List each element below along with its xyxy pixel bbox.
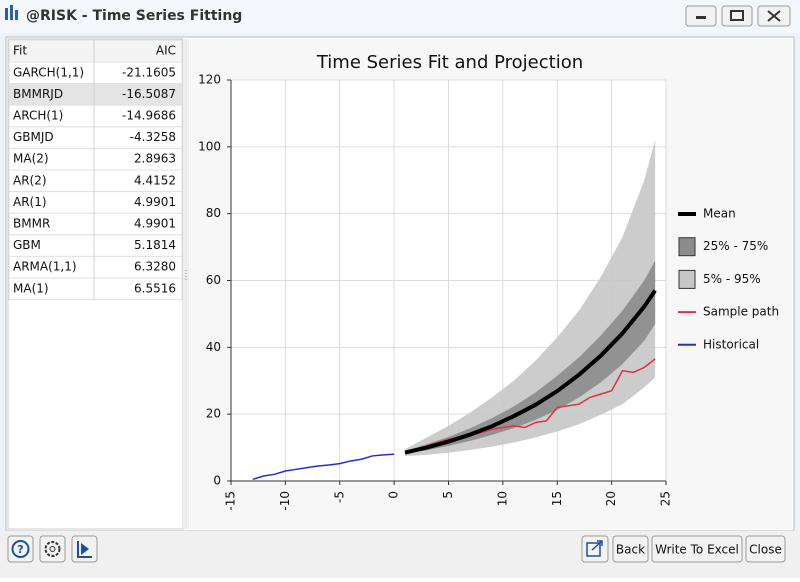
y-tick-label: 80 — [206, 206, 221, 220]
y-tick-label: 40 — [206, 340, 221, 354]
x-tick-label: 5 — [441, 491, 455, 499]
column-header: AIC — [156, 44, 176, 58]
legend-label: Historical — [703, 337, 759, 351]
fit-name: AR(2) — [13, 173, 47, 187]
legend-label: Sample path — [703, 305, 779, 319]
settings-button[interactable] — [39, 535, 66, 563]
aic-value: 4.9901 — [134, 195, 176, 209]
band-area — [405, 260, 656, 454]
aic-value: -16.5087 — [122, 87, 176, 101]
aic-value: -4.3258 — [130, 130, 176, 144]
toolbar-button[interactable]: Close — [745, 535, 786, 563]
close-window-button[interactable] — [757, 5, 791, 27]
app-icon — [5, 5, 18, 20]
button-label: Back — [616, 543, 645, 557]
button-frame — [651, 535, 743, 563]
fit-name: GARCH(1,1) — [13, 65, 84, 79]
y-tick-label: 60 — [206, 273, 221, 287]
fit-name: MA(1) — [13, 281, 49, 295]
aic-value: 6.3280 — [134, 260, 176, 274]
fit-name: MA(2) — [13, 152, 49, 166]
x-tick-label: -5 — [332, 491, 346, 503]
fit-name: BMMRJD — [13, 87, 63, 101]
x-tick-label: -10 — [278, 491, 292, 511]
legend-swatch — [678, 237, 696, 257]
series-line — [404, 358, 656, 454]
aic-value: 4.4152 — [134, 173, 176, 187]
export-button[interactable] — [581, 535, 609, 563]
fit-name: GBM — [13, 238, 41, 252]
y-tick-label: 20 — [206, 407, 221, 421]
toolbar-button[interactable]: Write To Excel — [651, 535, 743, 563]
chart-options-button[interactable] — [71, 535, 98, 563]
y-tick-label: 100 — [198, 139, 221, 153]
fit-name: ARMA(1,1) — [13, 260, 77, 274]
x-tick-label: 15 — [550, 491, 564, 506]
fit-name: GBMJD — [13, 130, 54, 144]
toolbar-button[interactable]: Back — [612, 535, 649, 563]
fit-name: AR(1) — [13, 195, 47, 209]
y-tick-label: 0 — [213, 474, 221, 488]
legend-label: 5% - 95% — [703, 272, 761, 286]
legend-swatch — [678, 269, 696, 289]
window-title: @RISK - Time Series Fitting — [26, 8, 242, 24]
column-header: Fit — [13, 44, 27, 58]
legend-label: Mean — [703, 207, 736, 221]
button-label: Write To Excel — [655, 543, 739, 557]
aic-value: -21.1605 — [122, 65, 176, 79]
series-line — [252, 453, 395, 481]
minimize-button[interactable] — [685, 5, 717, 27]
splitter[interactable] — [183, 39, 189, 529]
button-frame — [745, 535, 786, 563]
x-tick-label: 25 — [659, 491, 673, 506]
aic-value: 4.9901 — [134, 217, 176, 231]
x-tick-label: 20 — [604, 491, 618, 506]
x-tick-label: -15 — [224, 491, 238, 511]
table-row[interactable] — [8, 277, 183, 301]
aic-value: 2.8963 — [134, 152, 176, 166]
button-label: Close — [749, 543, 782, 557]
help-button[interactable]: ? — [7, 535, 34, 563]
aic-value: 5.1814 — [134, 238, 176, 252]
title-bar — [0, 0, 800, 33]
chart-title: Time Series Fit and Projection — [316, 52, 583, 73]
fit-name: BMMR — [13, 217, 50, 231]
x-tick-label: 0 — [387, 491, 401, 499]
y-tick-label: 120 — [198, 73, 221, 87]
fit-name: ARCH(1) — [13, 109, 63, 123]
svg-text:?: ? — [17, 543, 23, 556]
x-tick-label: 10 — [495, 491, 509, 506]
legend-label: 25% - 75% — [703, 239, 768, 253]
aic-value: -14.9686 — [122, 109, 176, 123]
button-frame — [612, 535, 649, 563]
aic-value: 6.5516 — [134, 281, 176, 295]
maximize-button[interactable] — [721, 5, 753, 27]
series-line — [404, 289, 657, 455]
